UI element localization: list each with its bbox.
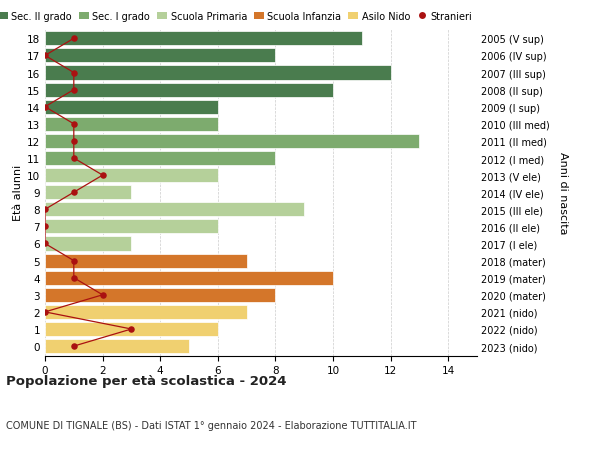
Point <box>69 138 79 145</box>
Bar <box>45 49 275 63</box>
Bar <box>45 84 333 97</box>
Bar <box>45 186 131 200</box>
Bar <box>45 151 275 166</box>
Point <box>69 35 79 43</box>
Point <box>69 121 79 128</box>
Point <box>69 87 79 94</box>
Bar <box>45 271 333 285</box>
Bar <box>45 169 218 183</box>
Bar <box>45 32 362 46</box>
Point <box>98 291 107 299</box>
Point <box>69 189 79 196</box>
Bar <box>45 203 304 217</box>
Bar <box>45 288 275 302</box>
Bar <box>45 220 218 234</box>
Bar <box>45 254 247 268</box>
Y-axis label: Età alunni: Età alunni <box>13 165 23 221</box>
Point <box>40 104 50 111</box>
Point <box>69 155 79 162</box>
Point <box>40 206 50 213</box>
Point <box>40 53 50 60</box>
Bar <box>45 134 419 149</box>
Bar <box>45 67 391 80</box>
Point <box>40 223 50 230</box>
Point <box>40 308 50 316</box>
Text: COMUNE DI TIGNALE (BS) - Dati ISTAT 1° gennaio 2024 - Elaborazione TUTTITALIA.IT: COMUNE DI TIGNALE (BS) - Dati ISTAT 1° g… <box>6 420 416 430</box>
Point <box>127 325 136 333</box>
Legend: Sec. II grado, Sec. I grado, Scuola Primaria, Scuola Infanzia, Asilo Nido, Stran: Sec. II grado, Sec. I grado, Scuola Prim… <box>0 12 472 22</box>
Bar <box>45 118 218 132</box>
Bar <box>45 322 218 336</box>
Bar <box>45 101 218 114</box>
Bar <box>45 237 131 251</box>
Bar <box>45 305 247 319</box>
Y-axis label: Anni di nascita: Anni di nascita <box>558 151 568 234</box>
Point <box>98 172 107 179</box>
Point <box>40 241 50 248</box>
Point <box>69 343 79 350</box>
Point <box>69 274 79 282</box>
Point <box>69 70 79 77</box>
Bar <box>45 339 189 353</box>
Point <box>69 257 79 265</box>
Text: Popolazione per età scolastica - 2024: Popolazione per età scolastica - 2024 <box>6 374 287 387</box>
